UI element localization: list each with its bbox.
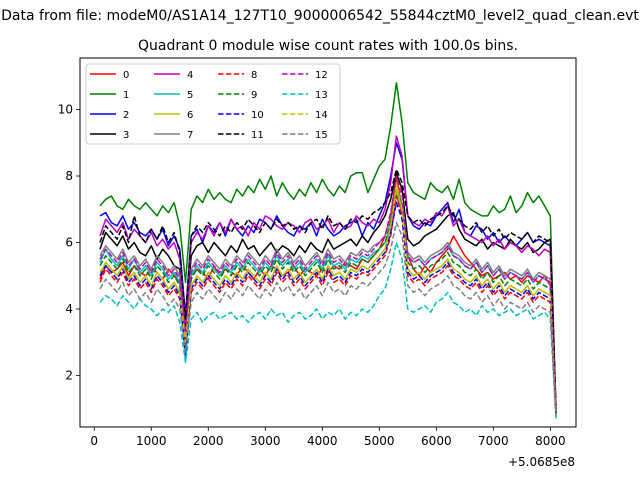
- chart-suptitle: Data from file: modeM0/AS1A14_127T10_900…: [1, 8, 639, 24]
- series-line-5: [99, 191, 557, 416]
- legend-label-3: 3: [123, 130, 129, 141]
- chart-title: Quadrant 0 module wise count rates with …: [138, 38, 518, 54]
- y-tick-label: 6: [65, 236, 73, 250]
- legend-label-4: 4: [187, 70, 193, 81]
- x-tick-label: 5000: [364, 434, 395, 448]
- legend-box: [85, 63, 341, 145]
- y-tick-label: 2: [65, 368, 73, 382]
- legend-label-12: 12: [315, 70, 328, 81]
- x-tick-label: 6000: [421, 434, 452, 448]
- series-line-12: [99, 175, 557, 413]
- x-offset-label: +5.0685e8: [508, 455, 575, 469]
- x-tick-label: 7000: [478, 434, 509, 448]
- series-line-11: [99, 168, 557, 413]
- series-line-14: [99, 188, 557, 416]
- legend-label-2: 2: [123, 110, 129, 121]
- legend-label-8: 8: [251, 70, 257, 81]
- series-layer: [99, 82, 557, 419]
- legend-label-7: 7: [187, 130, 193, 141]
- legend-label-9: 9: [251, 90, 257, 101]
- legend-label-13: 13: [315, 90, 328, 101]
- series-line-8: [99, 195, 557, 413]
- legend-label-15: 15: [315, 130, 328, 141]
- series-line-4: [99, 135, 557, 409]
- legend-label-11: 11: [251, 130, 264, 141]
- series-line-10: [99, 201, 557, 416]
- x-tick-label: 2000: [193, 434, 224, 448]
- legend-label-6: 6: [187, 110, 193, 121]
- legend-label-0: 0: [123, 70, 129, 81]
- series-line-13: [99, 241, 557, 419]
- series-line-7: [99, 195, 557, 413]
- series-line-9: [99, 188, 557, 413]
- legend-label-10: 10: [251, 110, 264, 121]
- x-tick-label: 3000: [250, 434, 281, 448]
- series-line-1: [99, 82, 557, 413]
- x-tick-label: 0: [90, 434, 98, 448]
- series-line-15: [99, 221, 557, 416]
- legend-label-1: 1: [123, 90, 129, 101]
- x-tick-label: 8000: [535, 434, 566, 448]
- y-tick-label: 4: [65, 302, 73, 316]
- x-tick-label: 4000: [307, 434, 338, 448]
- series-line-0: [99, 175, 557, 406]
- y-tick-label: 8: [65, 169, 73, 183]
- legend-label-14: 14: [315, 110, 328, 121]
- x-tick-label: 1000: [136, 434, 167, 448]
- y-tick-label: 10: [58, 103, 73, 117]
- legend-label-5: 5: [187, 90, 193, 101]
- y-axis: 2 4 6 8 10: [58, 103, 80, 382]
- x-axis: 0 1000 2000 3000 4000 5000 6000 7000 8000: [90, 427, 566, 448]
